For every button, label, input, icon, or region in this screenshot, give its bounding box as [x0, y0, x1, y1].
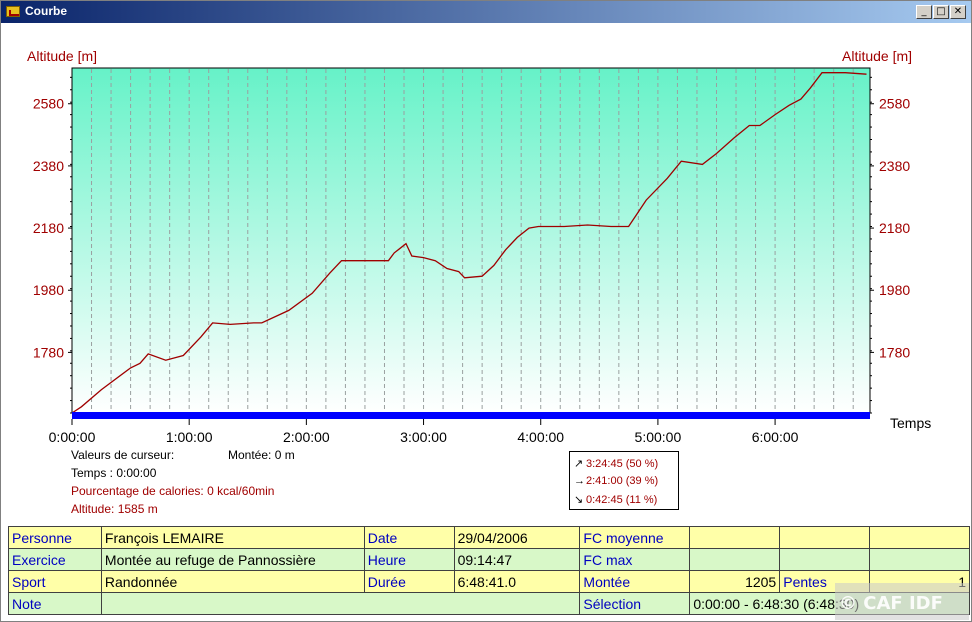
fc-max-label: FC max: [579, 548, 691, 571]
legend-row-flat: →2:41:00 (39 %): [574, 475, 659, 487]
x-axis-label: Temps: [890, 415, 931, 431]
personne-value[interactable]: François LEMAIRE: [100, 526, 365, 549]
date-label: Date: [363, 526, 455, 549]
minimize-button[interactable]: _: [916, 5, 932, 19]
y-tick-label-right: 2380: [879, 158, 910, 174]
sport-value[interactable]: Randonnée: [100, 570, 365, 593]
montee-label: Montée: [579, 570, 691, 593]
empty-cell: [779, 526, 871, 549]
y-tick-label-right: 2180: [879, 220, 910, 236]
plot-area: [71, 67, 871, 414]
fc-moyenne-value[interactable]: [689, 526, 781, 549]
x-tick-label: 4:00:00: [517, 429, 564, 445]
right-arrow-icon: →: [574, 475, 585, 487]
sport-label: Sport: [8, 570, 102, 593]
date-value[interactable]: 29/04/2006: [453, 526, 581, 549]
legend-row-up: ↗ 3:24:45 (50 %): [574, 458, 659, 470]
personne-label: Personne: [8, 526, 102, 549]
exercice-label: Exercice: [8, 548, 102, 571]
y-tick-label-left: 2380: [33, 158, 64, 174]
y-tick-label-right: 1780: [879, 344, 910, 360]
window-title: Courbe: [25, 4, 67, 18]
exercice-value[interactable]: Montée au refuge de Pannossière: [100, 548, 365, 571]
empty-cell: [869, 526, 970, 549]
duree-label: Durée: [363, 570, 455, 593]
table-row: Personne François LEMAIRE Date 29/04/200…: [8, 526, 970, 549]
up-arrow-icon: ↗: [574, 458, 584, 470]
selection-label: Sélection: [579, 592, 691, 615]
x-tick-label: 6:00:00: [752, 429, 799, 445]
cursor-altitude: Altitude: 1585 m: [71, 502, 158, 516]
x-tick-label: 3:00:00: [400, 429, 447, 445]
x-tick-label: 5:00:00: [635, 429, 682, 445]
cursor-temps: Temps : 0:00:00: [71, 466, 157, 480]
fc-moyenne-label: FC moyenne: [579, 526, 691, 549]
heure-label: Heure: [363, 548, 455, 571]
y-axis-label-left: Altitude [m]: [27, 48, 97, 64]
y-tick-label-left: 2180: [33, 220, 64, 236]
x-tick-label: 1:00:00: [166, 429, 213, 445]
cursor-montee: Montée: 0 m: [228, 448, 295, 462]
note-value[interactable]: [100, 592, 581, 615]
table-row: Note Sélection 0:00:00 - 6:48:30 (6:48:3…: [8, 592, 970, 615]
y-tick-label-left: 2580: [33, 96, 64, 112]
maximize-button[interactable]: □: [933, 5, 949, 19]
table-row: Exercice Montée au refuge de Pannossière…: [8, 548, 970, 571]
montee-value[interactable]: 1205: [689, 570, 781, 593]
table-row: Sport Randonnée Durée 6:48:41.0 Montée 1…: [8, 570, 970, 593]
close-button[interactable]: ✕: [950, 5, 966, 19]
altitude-chart[interactable]: 1780 1980 2180 2380 2580 1780 1980 2180 2380 258…: [2, 23, 971, 453]
fc-max-value[interactable]: [689, 548, 781, 571]
x-tick-label: 2:00:00: [283, 429, 330, 445]
chart-app-icon: [6, 6, 20, 17]
caf-idf-watermark: © CAF IDF: [835, 583, 969, 620]
duree-value[interactable]: 6:48:41.0: [453, 570, 581, 593]
y-tick-label-right: 2580: [879, 96, 910, 112]
title-bar[interactable]: Courbe _ □ ✕: [1, 1, 971, 23]
window-client-area: 1780 1980 2180 2380 2580 1780 1980 2180 2380 258…: [2, 23, 971, 621]
y-axis-label-right: Altitude [m]: [842, 48, 912, 64]
x-tick-label: 0:00:00: [49, 429, 96, 445]
down-arrow-icon: ↘: [574, 494, 584, 506]
y-tick-label-right: 1980: [879, 282, 910, 298]
selection-baseline-bar[interactable]: [72, 412, 870, 419]
y-tick-label-left: 1780: [33, 344, 64, 360]
altitude-series-line: [71, 72, 867, 414]
exercise-info-table: Personne François LEMAIRE Date 29/04/200…: [8, 526, 970, 615]
slope-time-legend: ↗ 3:24:45 (50 %) →2:41:00 (39 %) ↘ 0:42:45…: [569, 451, 679, 510]
cursor-values-label: Valeurs de curseur:: [71, 448, 175, 462]
heure-value[interactable]: 09:14:47: [453, 548, 581, 571]
empty-cell: [779, 548, 871, 571]
note-label: Note: [8, 592, 102, 615]
cursor-calories: Pourcentage de calories: 0 kcal/60min: [71, 484, 275, 498]
y-tick-label-left: 1980: [33, 282, 64, 298]
legend-row-down: ↘ 0:42:45 (11 %): [574, 494, 658, 506]
empty-cell: [869, 548, 970, 571]
